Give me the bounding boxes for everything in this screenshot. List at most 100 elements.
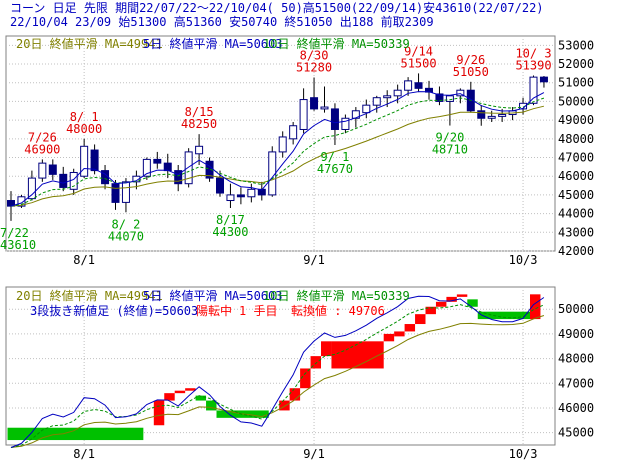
candle-up (299, 99, 308, 130)
break-x-tick-label: 8/1 (73, 447, 95, 461)
break-ma20-line (10, 315, 545, 448)
candle-up (519, 102, 528, 110)
break-legend-item: 20日 終値平滑 MA=49941 (16, 288, 163, 303)
break-y-tick-label: 49000 (558, 327, 594, 341)
high-annotation-value: 46900 (24, 142, 60, 156)
break-y-tick-label: 50000 (558, 302, 594, 316)
break-block-up (404, 324, 416, 332)
price-y-tick-label: 47000 (558, 151, 594, 165)
break-block-up (394, 331, 405, 337)
break-y-tick-label: 48000 (558, 352, 594, 366)
break-block-up (164, 393, 175, 401)
price-panel-frame (5, 35, 556, 252)
candle-up (247, 188, 256, 198)
break-block-up (415, 314, 426, 325)
high-annotation-date: 9/14 (404, 44, 433, 58)
price-y-tick-label: 43000 (558, 225, 594, 239)
candle-up (69, 171, 78, 190)
low-annotation-value: 44070 (108, 229, 144, 243)
candle-down (90, 149, 99, 172)
candle-up (195, 145, 204, 155)
high-annotation-date: 8/ 1 (70, 110, 99, 124)
candle-up (17, 196, 26, 207)
candle-down (435, 93, 444, 102)
high-annotation-date: 10/ 3 (515, 46, 551, 60)
candle-up (142, 158, 151, 177)
break-block-down (467, 299, 478, 307)
candle-up (498, 114, 507, 117)
candle-down (7, 200, 15, 207)
break-legend-item: 5日 終値平滑 MA=50603 (143, 288, 282, 303)
candle-up (38, 162, 47, 179)
high-annotation-value: 51050 (453, 65, 489, 79)
break-block-up (300, 368, 311, 389)
break-status-text: 1 手目 (239, 304, 277, 318)
price-y-tick-label: 46000 (558, 169, 594, 183)
break-y-tick-label: 46000 (558, 401, 594, 415)
candle-down (59, 173, 68, 188)
break-x-tick-label: 10/3 (509, 447, 538, 461)
price-y-tick-label: 48000 (558, 132, 594, 146)
candle-down (174, 170, 183, 185)
break-block-up (530, 294, 541, 320)
price-legend-item: 5日 終値平滑 MA=50603 (143, 36, 282, 51)
break-block-up (456, 294, 468, 297)
break-block-down (195, 395, 207, 401)
candle-up (278, 136, 287, 153)
candle-down (330, 108, 339, 130)
high-annotation-date: 8/30 (300, 49, 329, 63)
candle-up (184, 151, 193, 185)
candle-up (404, 80, 413, 91)
price-x-tick-label: 8/1 (73, 253, 95, 267)
break-block-up (289, 388, 301, 401)
candle-up (529, 76, 538, 104)
price-legend-item: 10日 終値平滑 MA=50339 (263, 36, 410, 51)
candle-up (445, 95, 454, 102)
candle-up (362, 104, 371, 114)
price-y-tick-label: 53000 (558, 38, 594, 52)
break-ma5-line (10, 295, 545, 448)
ma5-line (10, 91, 545, 207)
break-x-tick-label: 9/1 (303, 447, 325, 461)
price-y-tick-label: 52000 (558, 57, 594, 71)
chart-title: コーン 日足 先限 期間22/07/22～22/10/04( 50)高51500… (10, 1, 544, 15)
low-annotation-date: 8/17 (216, 213, 245, 227)
price-y-tick-label: 51000 (558, 76, 594, 90)
candle-up (121, 181, 130, 203)
high-annotation-date: 8/15 (185, 105, 214, 119)
price-y-tick-label: 42000 (558, 244, 594, 258)
break-block-up (279, 400, 290, 411)
candle-down (310, 97, 319, 110)
candle-down (48, 164, 57, 175)
break-block-up (435, 301, 447, 307)
candle-up (393, 89, 402, 97)
break-block-up (321, 341, 332, 357)
break-block-down (206, 400, 217, 411)
candle-down (153, 158, 162, 164)
break-block-up (310, 356, 321, 369)
break-status-text: 転換値 : 49706 (291, 303, 385, 318)
candle-up (372, 97, 381, 106)
break-block-up (185, 388, 196, 391)
high-annotation-date: 9/26 (456, 53, 485, 67)
low-annotation-value: 43610 (0, 238, 36, 252)
candle-up (456, 89, 465, 97)
candle-down (216, 177, 224, 194)
ma10-line (10, 97, 545, 207)
break-legend-item: 10日 終値平滑 MA=50339 (263, 288, 410, 303)
low-annotation-value: 44300 (212, 225, 248, 239)
break-panel-frame (5, 286, 556, 446)
high-annotation-value: 48000 (66, 122, 102, 136)
break-block-up (383, 333, 395, 342)
candle-up (487, 115, 496, 119)
low-annotation-date: 7/22 (0, 226, 29, 240)
break-y-tick-label: 47000 (558, 376, 594, 390)
candle-up (289, 125, 298, 140)
high-annotation-value: 51500 (400, 56, 436, 70)
low-annotation-date: 9/ 1 (320, 150, 349, 164)
candle-down (111, 183, 120, 203)
candle-down (236, 194, 245, 198)
price-y-tick-label: 49000 (558, 113, 594, 127)
candle-up (27, 177, 36, 200)
